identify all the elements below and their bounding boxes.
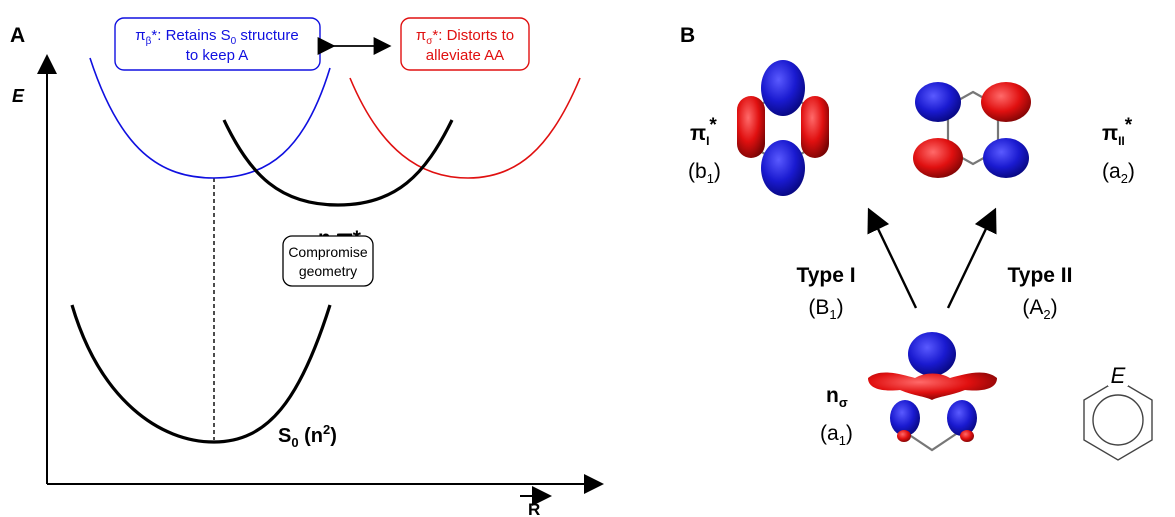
type-two-symmetry: (A2)	[1022, 296, 1057, 322]
type-one-label: Type I	[796, 264, 855, 287]
panel-b-letter: B	[680, 24, 695, 47]
n-sigma-symmetry: (a1)	[820, 422, 853, 448]
compromise-line1: Compromise	[288, 244, 368, 260]
pi-two-star-orbital	[913, 82, 1031, 178]
ring-heteroatom-label: E	[1111, 363, 1126, 388]
pi-beta-box-line1: πβ*: Retains S0 structure	[135, 27, 298, 47]
n-sigma-orbital	[868, 332, 997, 452]
n-pi-star-curve	[222, 119, 454, 207]
pi-one-star-symmetry: (b1)	[688, 160, 721, 186]
pi-beta-curve	[89, 57, 331, 179]
ground-state-curve	[70, 304, 332, 444]
pi-sigma-box-line2: alleviate AA	[426, 47, 504, 64]
ground-state-label: S0 (n2)	[278, 422, 337, 450]
pi-beta-box-line2: to keep A	[186, 47, 249, 64]
pi-sigma-box-line1: πσ*: Distorts to	[416, 27, 514, 47]
pi-sigma-box	[400, 17, 530, 71]
compromise-line2: geometry	[299, 263, 357, 279]
y-axis-label: E	[12, 86, 25, 106]
panel-a-letter: A	[10, 24, 25, 47]
pi-sigma-curve	[349, 77, 581, 179]
pi-one-star-label: πI*	[690, 115, 717, 148]
panel-a: A E R πβ*: Retains S0 structure to keep …	[10, 17, 604, 517]
type-two-arrow	[946, 207, 997, 309]
n-sigma-label: nσ	[826, 384, 848, 410]
type-one-arrow	[867, 207, 918, 309]
type-one-symmetry: (B1)	[808, 296, 843, 322]
compromise-geometry-box	[282, 235, 374, 287]
x-axis-label: R	[528, 500, 540, 517]
panel-b: B πI* (b1) πII* (a2) Type I (B1) Type II…	[680, 24, 1153, 461]
type-two-label: Type II	[1008, 264, 1073, 287]
pi-one-star-orbital	[737, 60, 829, 196]
pi-two-star-symmetry: (a2)	[1102, 160, 1135, 186]
heteroaromatic-ring: E	[1083, 362, 1153, 461]
pi-two-star-label: πII*	[1102, 115, 1133, 148]
